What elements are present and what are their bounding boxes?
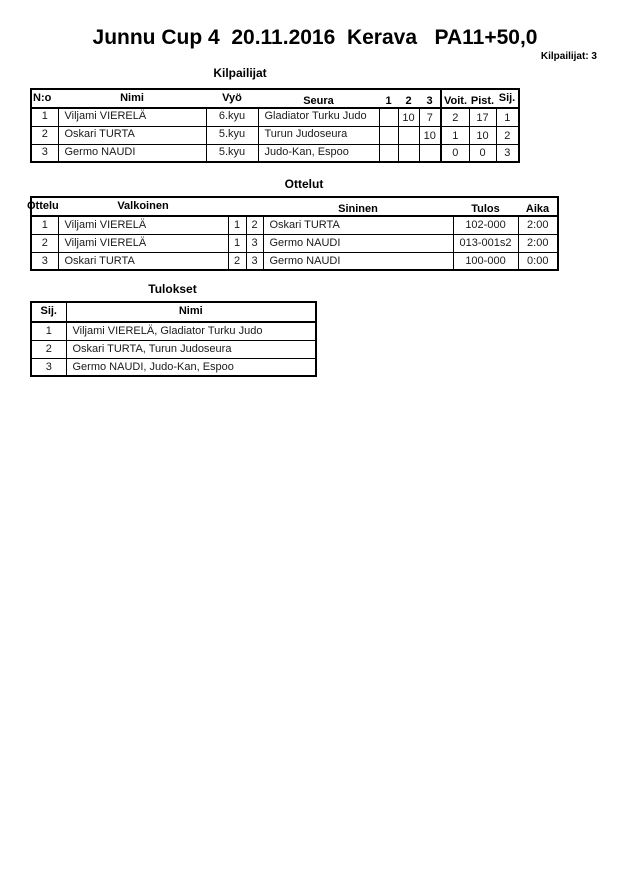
section-heading-ottelut: Ottelut (284, 177, 324, 191)
page-title: Junnu Cup 4 20.11.2016 Kerava PA11+50,0 (92, 26, 538, 49)
col-header-vyo: Vyö (206, 89, 258, 109)
cell-sij: 3 (30, 357, 67, 377)
cell-sij: 2 (495, 125, 520, 145)
col-header-voit: Voit. (440, 89, 469, 109)
col-header-tulos: Tulos (453, 197, 518, 217)
col-header-sij: Sij. (496, 89, 519, 109)
cell-white-name: Viljami VIERELÄ (57, 233, 229, 253)
cell-white-no: 2 (227, 251, 247, 271)
ottelut-row: 3 Oskari TURTA 2 3 Germo NAUDI 100-000 0… (30, 251, 559, 271)
tulokset-row: 1 Viljami VIERELÄ, Gladiator Turku Judo (30, 321, 317, 341)
cell-round1 (378, 143, 399, 163)
col-header-valkoinen: Valkoinen (58, 197, 228, 217)
cell-tulos: 013-001s2 (452, 233, 519, 253)
cell-round2: 10 (397, 107, 420, 127)
section-heading-kilpailijat: Kilpailijat (213, 66, 267, 80)
competitors-count-label: Kilpailijat: 3 (540, 51, 597, 62)
col-header-spacer2 (246, 197, 263, 217)
ottelut-row: 2 Viljami VIERELÄ 1 3 Germo NAUDI 013-00… (30, 233, 559, 253)
cell-round3 (418, 143, 442, 163)
kilpailijat-row: 3 Germo NAUDI 5.kyu Judo-Kan, Espoo 0 0 … (30, 143, 520, 163)
cell-round3: 10 (418, 125, 442, 145)
cell-nimi: Germo NAUDI, Judo-Kan, Espoo (65, 357, 317, 377)
cell-seura: Gladiator Turku Judo (257, 107, 380, 127)
col-header-round2: 2 (398, 89, 419, 109)
tulokset-header-row: Sij. Nimi (31, 302, 316, 323)
cell-sij: 1 (30, 321, 67, 341)
cell-aika: 0:00 (517, 251, 559, 271)
cell-round3: 7 (418, 107, 442, 127)
ottelut-header-row: Ottelu Valkoinen Sininen Tulos Aika (27, 197, 558, 217)
cell-blue-no: 2 (245, 215, 264, 235)
cell-blue-no: 3 (245, 233, 264, 253)
cell-tulos: 100-000 (452, 251, 519, 271)
kilpailijat-row: 2 Oskari TURTA 5.kyu Turun Judoseura 10 … (30, 125, 520, 145)
cell-vyo: 5.kyu (205, 125, 259, 145)
ottelut-row: 1 Viljami VIERELÄ 1 2 Oskari TURTA 102-0… (30, 215, 559, 235)
cell-pist: 10 (468, 125, 497, 145)
cell-round1 (378, 107, 399, 127)
tulokset-row: 2 Oskari TURTA, Turun Judoseura (30, 339, 317, 359)
cell-voit: 1 (440, 125, 470, 145)
section-heading-tulokset: Tulokset (148, 282, 197, 296)
tulokset-table: Sij. Nimi 1 Viljami VIERELÄ, Gladiator T… (30, 301, 317, 377)
cell-nimi: Germo NAUDI (57, 143, 207, 163)
cell-nimi: Oskari TURTA (57, 125, 207, 145)
cell-blue-no: 3 (245, 251, 264, 271)
col-header-nimi: Nimi (65, 302, 316, 323)
cell-nimi: Oskari TURTA, Turun Judoseura (65, 339, 317, 359)
cell-vyo: 5.kyu (205, 143, 259, 163)
cell-blue-name: Germo NAUDI (262, 233, 454, 253)
cell-white-no: 1 (227, 215, 247, 235)
col-header-aika: Aika (518, 197, 558, 217)
kilpailijat-table: N:o Nimi Vyö Seura 1 2 3 Voit. Pist. Sij… (30, 88, 520, 163)
cell-match-no: 1 (30, 215, 59, 235)
kilpailijat-row: 1 Viljami VIERELÄ 6.kyu Gladiator Turku … (30, 107, 520, 127)
cell-round2 (397, 125, 420, 145)
col-header-ottelu-label: Ottelu (27, 200, 59, 212)
cell-round1 (378, 125, 399, 145)
cell-voit: 2 (440, 107, 470, 127)
cell-sij: 2 (30, 339, 67, 359)
cell-white-name: Viljami VIERELÄ (57, 215, 229, 235)
col-header-round3: 3 (419, 89, 441, 109)
cell-pist: 17 (468, 107, 497, 127)
col-header-pist: Pist. (469, 89, 496, 109)
cell-no: 3 (30, 143, 59, 163)
col-header-no: N:o (31, 89, 58, 109)
cell-sij: 1 (495, 107, 520, 127)
cell-seura: Turun Judoseura (257, 125, 380, 145)
cell-aika: 2:00 (517, 233, 559, 253)
cell-nimi: Viljami VIERELÄ (57, 107, 207, 127)
cell-blue-name: Germo NAUDI (262, 251, 454, 271)
cell-pist: 0 (468, 143, 497, 163)
col-header-round1: 1 (379, 89, 398, 109)
cell-white-no: 1 (227, 233, 247, 253)
cell-voit: 0 (440, 143, 470, 163)
col-header-sij: Sij. (31, 302, 66, 323)
col-header-ottelu: Ottelu (27, 197, 59, 217)
col-header-sininen: Sininen (263, 197, 453, 217)
ottelut-table: Ottelu Valkoinen Sininen Tulos Aika 1 Vi… (27, 196, 559, 271)
cell-no: 1 (30, 107, 59, 127)
cell-no: 2 (30, 125, 59, 145)
cell-round2 (397, 143, 420, 163)
cell-white-name: Oskari TURTA (57, 251, 229, 271)
col-header-nimi: Nimi (58, 89, 206, 109)
cell-tulos: 102-000 (452, 215, 519, 235)
cell-match-no: 3 (30, 251, 59, 271)
cell-nimi: Viljami VIERELÄ, Gladiator Turku Judo (65, 321, 317, 341)
cell-seura: Judo-Kan, Espoo (257, 143, 380, 163)
col-header-spacer1 (228, 197, 246, 217)
col-header-seura: Seura (258, 89, 379, 109)
cell-match-no: 2 (30, 233, 59, 253)
cell-sij: 3 (495, 143, 520, 163)
tulokset-row: 3 Germo NAUDI, Judo-Kan, Espoo (30, 357, 317, 377)
cell-blue-name: Oskari TURTA (262, 215, 454, 235)
cell-vyo: 6.kyu (205, 107, 259, 127)
cell-aika: 2:00 (517, 215, 559, 235)
kilpailijat-header-row: N:o Nimi Vyö Seura 1 2 3 Voit. Pist. Sij… (31, 89, 519, 109)
